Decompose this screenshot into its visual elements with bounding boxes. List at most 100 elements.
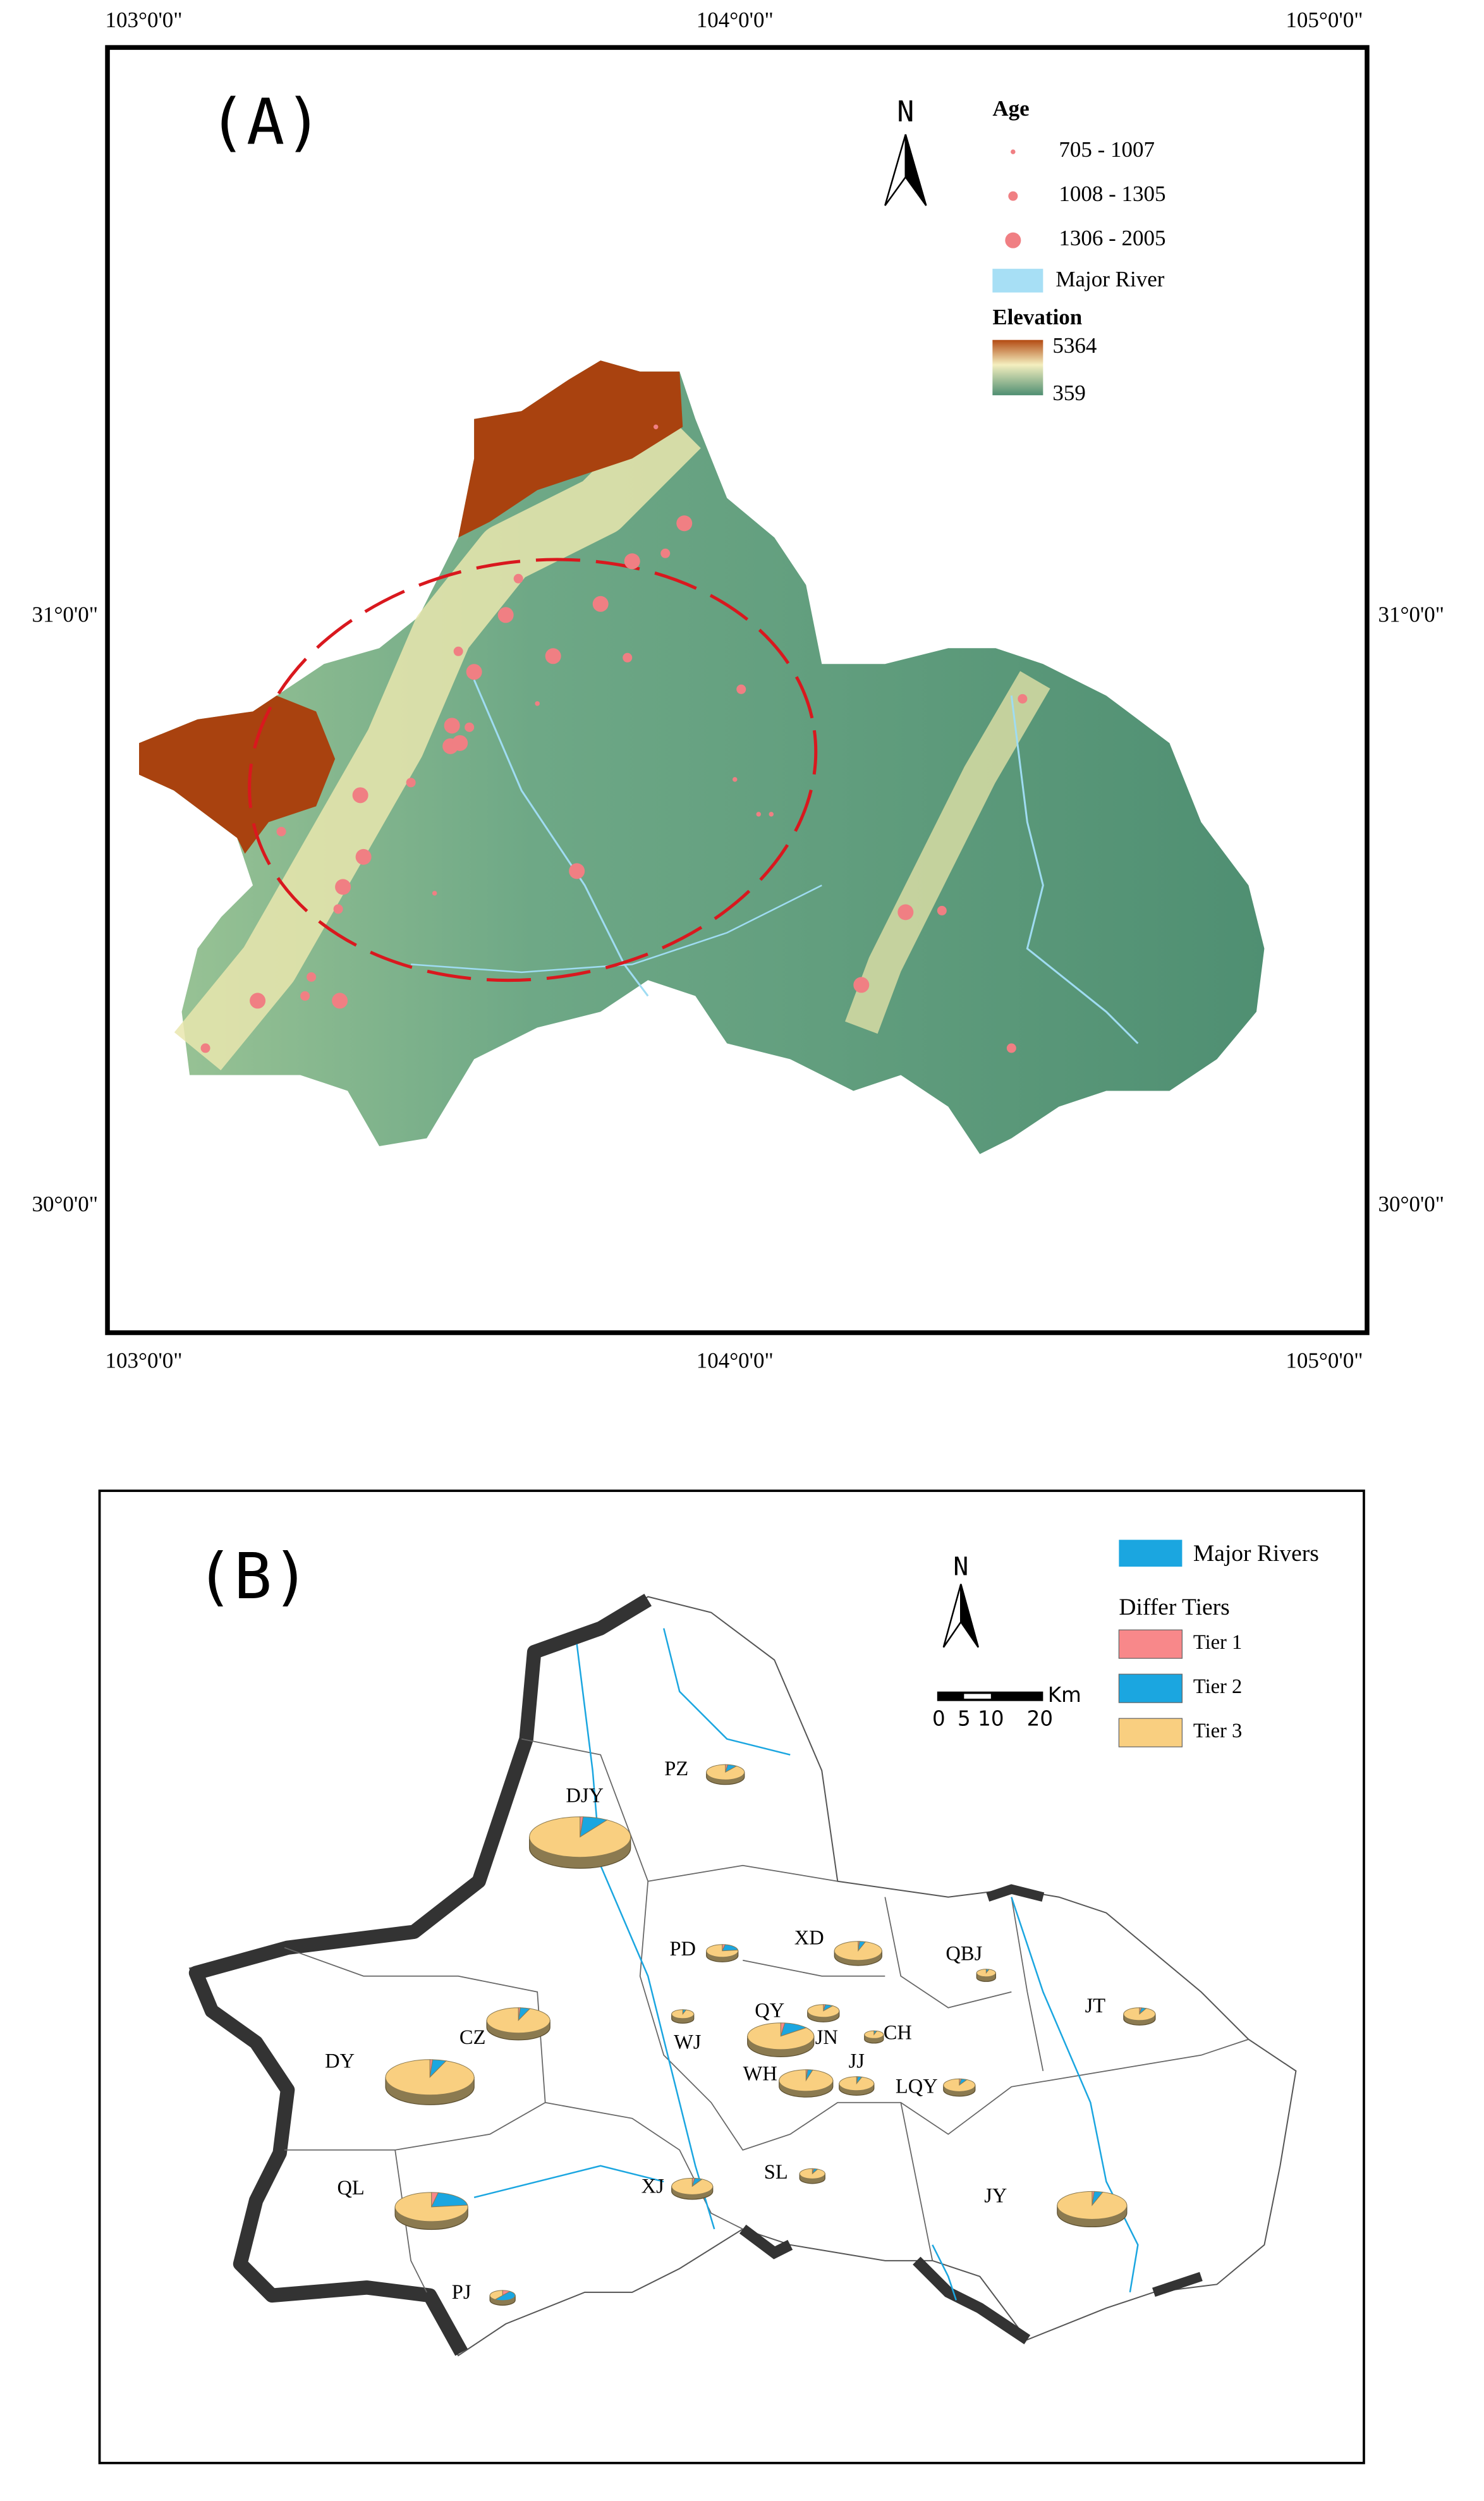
age-point (1006, 1043, 1016, 1053)
pies: DJY PZ PD XD QBJ CZ QY JN CH JT WJ DY WH JJ LQY QL XJ SL J… (325, 1758, 1156, 2306)
district-label: XD (794, 1927, 824, 1950)
legend-title: Age (992, 96, 1029, 121)
legend-label: 5364 (1052, 333, 1097, 358)
pie-slice (529, 1816, 631, 1858)
pie (529, 1816, 631, 1869)
age-point (406, 778, 416, 788)
age-point (736, 684, 746, 694)
legend-label: 1008 - 1305 (1059, 181, 1165, 206)
legend-swatch (1118, 1718, 1183, 1747)
pie-slice (489, 2290, 503, 2300)
lat-label: 30°0'0" (32, 1192, 98, 1216)
district-label: CZ (459, 2026, 486, 2049)
age-point (1018, 694, 1028, 704)
lon-label: 103°0'0" (106, 1348, 183, 1373)
panel-label: (B) (196, 1539, 310, 1613)
pie-slice (486, 2007, 550, 2034)
pie (706, 1764, 745, 1785)
district-label: WH (743, 2063, 777, 2086)
age-point (307, 972, 317, 982)
scale-label: 0 (932, 1707, 946, 1731)
age-point (332, 993, 348, 1009)
pie (671, 2177, 714, 2200)
district-label: JJ (849, 2050, 865, 2073)
age-point (535, 701, 540, 706)
district-label: SL (764, 2161, 788, 2184)
pie (1123, 2007, 1156, 2026)
pie-slice (1057, 2191, 1128, 2220)
pie-slice (779, 2069, 834, 2092)
pie-slice (799, 2168, 825, 2179)
age-point (432, 891, 437, 896)
pie-slice (394, 2192, 468, 2222)
age-point (756, 812, 762, 817)
pie (706, 1944, 739, 1962)
pie (976, 1969, 996, 1982)
pie (864, 2030, 884, 2044)
age-point (465, 722, 475, 732)
legend-label: 705 - 1007 (1059, 137, 1155, 162)
pie (489, 2290, 516, 2306)
district-label: DY (325, 2050, 355, 2073)
panel-label: (A) (209, 85, 323, 159)
pie (486, 2007, 550, 2041)
legend-dot (1008, 191, 1018, 201)
lon-labels: 103°0'0" 104°0'0" 105°0'0" 103°0'0" 104°… (106, 8, 1363, 1373)
terrain (139, 360, 1265, 1154)
district-label: PZ (664, 1758, 688, 1780)
district-label: CH (884, 2022, 912, 2045)
scale-label: 20 (1027, 1707, 1053, 1731)
scale-unit: Km (1048, 1683, 1081, 1707)
pie-slice (943, 2078, 976, 2092)
district-label: LQY (896, 2076, 938, 2098)
pie (834, 1941, 882, 1966)
age-point (466, 664, 482, 680)
district-label: QL (337, 2177, 364, 2199)
age-point (569, 863, 585, 879)
scale-bar: 0 5 10 20 Km (932, 1683, 1081, 1731)
lon-label: 104°0'0" (696, 8, 774, 32)
legend-label: 1306 - 2005 (1059, 226, 1165, 250)
district-label: JY (984, 2184, 1007, 2207)
age-point (513, 573, 523, 584)
district-label: PJ (452, 2281, 471, 2304)
age-point (497, 607, 514, 623)
legend-label: Tier 2 (1193, 1675, 1242, 1698)
lon-label: 103°0'0" (106, 8, 183, 32)
age-point (200, 1043, 210, 1053)
age-point (853, 977, 870, 993)
age-point (276, 826, 286, 836)
pie-slice (1123, 2007, 1156, 2021)
pie (671, 2009, 695, 2024)
pie-slice (494, 2290, 516, 2301)
elevation-ramp (992, 339, 1043, 396)
legend-swatch (1119, 1539, 1183, 1567)
age-point (355, 848, 372, 865)
pie (385, 2059, 475, 2105)
legend-a: Age 705 - 1007 1008 - 1305 1306 - 2005 M… (992, 96, 1166, 405)
district-label: JN (815, 2026, 838, 2049)
legend-swatch (992, 269, 1043, 293)
pie (394, 2192, 468, 2230)
pie (799, 2168, 825, 2184)
lat-label: 31°0'0" (1378, 602, 1444, 627)
north-arrow (884, 134, 927, 206)
age-point (444, 718, 460, 734)
pie-slice (864, 2030, 884, 2039)
age-point (897, 904, 914, 920)
age-point (352, 787, 368, 804)
lat-label: 31°0'0" (32, 602, 98, 627)
district-label: DJY (566, 1785, 604, 1807)
pie (779, 2069, 834, 2098)
pie-slice (671, 2009, 695, 2019)
age-point (653, 424, 659, 429)
pie-slice (834, 1941, 882, 1961)
district-label: JT (1085, 1995, 1106, 2017)
age-point (769, 812, 774, 817)
age-point (676, 515, 693, 532)
legend-title: Elevation (992, 305, 1082, 329)
lon-label: 105°0'0" (1286, 1348, 1363, 1373)
lat-labels: 31°0'0" 30°0'0" 31°0'0" 30°0'0" (32, 602, 1444, 1216)
